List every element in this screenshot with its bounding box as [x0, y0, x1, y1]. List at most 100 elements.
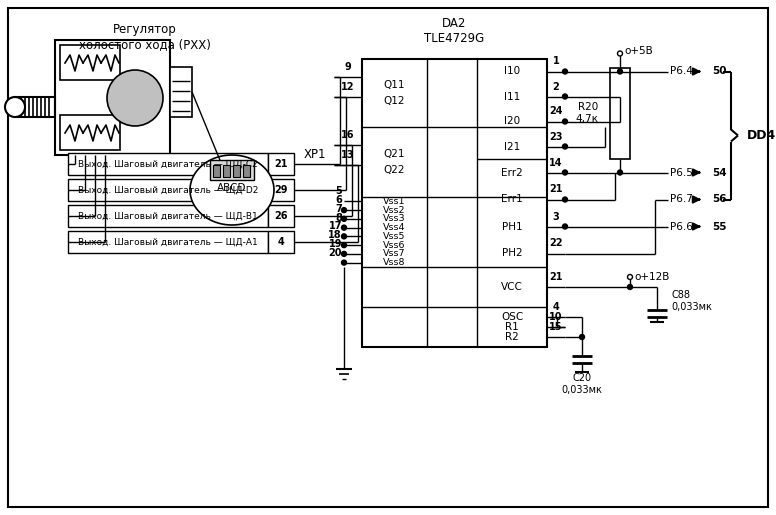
Circle shape [341, 216, 347, 221]
Circle shape [341, 208, 347, 213]
Text: 4: 4 [553, 302, 559, 312]
Text: Регулятор
холостого хода (РХХ): Регулятор холостого хода (РХХ) [79, 23, 211, 51]
Bar [68, 205, 268, 227]
Text: o+5В: o+5В [624, 46, 653, 57]
Text: R1: R1 [505, 322, 519, 332]
Text: 19: 19 [328, 239, 342, 249]
Text: C88
0,033мк: C88 0,033мк [671, 290, 712, 312]
Text: Выход. Шаговый двигатель — ЩД-С2: Выход. Шаговый двигатель — ЩД-С2 [78, 160, 258, 168]
Text: 8: 8 [335, 213, 342, 222]
Circle shape [563, 144, 567, 149]
Circle shape [341, 260, 347, 265]
Text: 10: 10 [549, 312, 563, 322]
Text: VCC: VCC [501, 282, 523, 292]
Text: DD4: DD4 [747, 129, 776, 142]
Text: Выход. Шаговый двигатель — ЩД-А1: Выход. Шаговый двигатель — ЩД-А1 [78, 237, 258, 247]
Text: Vss2: Vss2 [383, 205, 406, 215]
Text: 24: 24 [549, 107, 563, 116]
Circle shape [341, 225, 347, 230]
Circle shape [618, 51, 622, 56]
Polygon shape [190, 155, 274, 225]
Text: 1: 1 [553, 57, 559, 66]
Text: 21: 21 [549, 272, 563, 282]
Bar [233, 165, 240, 177]
Circle shape [5, 97, 25, 117]
Bar [60, 115, 120, 150]
Circle shape [563, 224, 567, 229]
Text: Vss7: Vss7 [383, 249, 406, 259]
Text: ABCD: ABCD [217, 183, 247, 193]
Text: I20: I20 [504, 116, 520, 127]
Text: Vss1: Vss1 [383, 197, 406, 206]
Bar [68, 153, 268, 175]
Text: 29: 29 [274, 185, 288, 195]
Text: 50: 50 [712, 66, 726, 77]
Text: I21: I21 [504, 142, 520, 151]
Text: R2: R2 [505, 332, 519, 342]
Text: 3: 3 [553, 212, 559, 221]
Circle shape [563, 69, 567, 74]
Text: OSC: OSC [501, 312, 523, 322]
Bar [268, 179, 294, 201]
Text: Q12: Q12 [384, 96, 405, 106]
Text: 23: 23 [549, 131, 563, 142]
Circle shape [107, 70, 163, 126]
Text: 18: 18 [328, 230, 342, 240]
Text: Err2: Err2 [501, 167, 523, 178]
Bar [68, 179, 268, 201]
Text: P6.4: P6.4 [670, 66, 693, 77]
Text: ХР1: ХР1 [303, 148, 326, 162]
Circle shape [618, 69, 622, 74]
Text: 5: 5 [335, 186, 342, 196]
Text: C20
0,033мк: C20 0,033мк [562, 373, 602, 395]
Circle shape [618, 170, 622, 175]
Circle shape [563, 119, 567, 124]
Bar [610, 67, 630, 159]
Text: 6: 6 [335, 195, 342, 205]
Bar [15, 97, 55, 117]
Bar [268, 231, 294, 253]
Circle shape [341, 251, 347, 256]
Text: 14: 14 [549, 158, 563, 167]
Text: 15: 15 [549, 322, 563, 332]
Text: 9: 9 [345, 62, 352, 72]
Bar [55, 40, 170, 155]
Text: DA2
TLE4729G: DA2 TLE4729G [424, 17, 485, 45]
Circle shape [341, 243, 347, 248]
Bar [268, 153, 294, 175]
Text: 7: 7 [335, 204, 342, 214]
Text: P6.5: P6.5 [670, 167, 693, 178]
Text: PH2: PH2 [502, 249, 522, 259]
Circle shape [563, 94, 567, 99]
Circle shape [563, 197, 567, 202]
Text: I11: I11 [504, 92, 520, 101]
Bar [68, 231, 268, 253]
Circle shape [628, 274, 632, 280]
Text: 21: 21 [549, 184, 563, 195]
Text: Vss6: Vss6 [383, 241, 406, 250]
Text: Q22: Q22 [384, 165, 405, 175]
Text: 56: 56 [712, 195, 726, 204]
Bar [170, 67, 192, 117]
Circle shape [580, 335, 584, 339]
Circle shape [341, 234, 347, 239]
Text: I10: I10 [504, 66, 520, 77]
Text: Выход. Шаговый двигатель — ЩД-D2: Выход. Шаговый двигатель — ЩД-D2 [78, 185, 258, 195]
Text: PH1: PH1 [502, 221, 522, 232]
Text: Vss4: Vss4 [383, 223, 406, 232]
Text: P6.7: P6.7 [670, 195, 693, 204]
Text: R20
4,7к: R20 4,7к [575, 102, 598, 124]
Text: Vss5: Vss5 [383, 232, 406, 241]
Bar [268, 205, 294, 227]
Text: Vss3: Vss3 [383, 214, 406, 224]
Circle shape [563, 170, 567, 175]
Bar [210, 160, 254, 180]
Bar [60, 45, 120, 80]
Bar [243, 165, 250, 177]
Text: 16: 16 [341, 130, 355, 140]
Text: Q11: Q11 [384, 80, 405, 90]
Text: P6.6: P6.6 [670, 221, 693, 232]
Text: Err1: Err1 [501, 195, 523, 204]
Text: 54: 54 [712, 167, 726, 178]
Text: 12: 12 [341, 82, 355, 92]
